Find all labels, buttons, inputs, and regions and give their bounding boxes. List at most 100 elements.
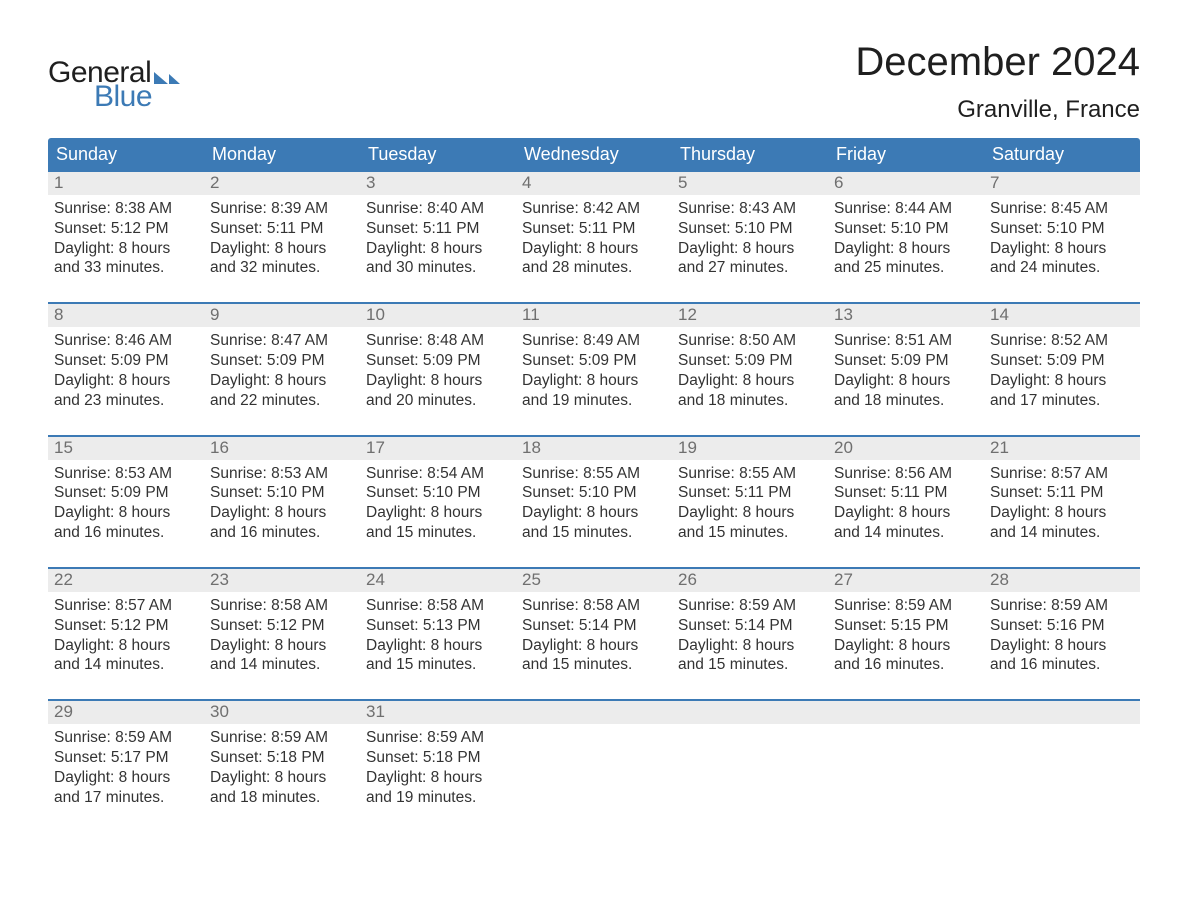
day-sunrise: Sunrise: 8:48 AM [366,331,510,351]
day-sunset: Sunset: 5:13 PM [366,616,510,636]
calendar-week: 15Sunrise: 8:53 AMSunset: 5:09 PMDayligh… [48,435,1140,549]
day-body: Sunrise: 8:45 AMSunset: 5:10 PMDaylight:… [984,195,1140,284]
dayhead-tuesday: Tuesday [360,138,516,172]
day-d1: Daylight: 8 hours [210,636,354,656]
day-d1: Daylight: 8 hours [366,636,510,656]
calendar-day: . [828,701,984,813]
day-d1: Daylight: 8 hours [678,503,822,523]
day-sunset: Sunset: 5:09 PM [678,351,822,371]
location: Granville, France [855,96,1140,124]
day-body: Sunrise: 8:40 AMSunset: 5:11 PMDaylight:… [360,195,516,284]
calendar-day: 1Sunrise: 8:38 AMSunset: 5:12 PMDaylight… [48,172,204,284]
day-d2: and 24 minutes. [990,258,1134,278]
day-sunrise: Sunrise: 8:53 AM [54,464,198,484]
day-number: 5 [672,172,828,195]
day-sunset: Sunset: 5:11 PM [366,219,510,239]
day-sunrise: Sunrise: 8:56 AM [834,464,978,484]
day-body: Sunrise: 8:43 AMSunset: 5:10 PMDaylight:… [672,195,828,284]
calendar-day: 13Sunrise: 8:51 AMSunset: 5:09 PMDayligh… [828,304,984,416]
day-d2: and 14 minutes. [990,523,1134,543]
day-d1: Daylight: 8 hours [522,636,666,656]
calendar-day: 4Sunrise: 8:42 AMSunset: 5:11 PMDaylight… [516,172,672,284]
day-sunrise: Sunrise: 8:50 AM [678,331,822,351]
day-d1: Daylight: 8 hours [366,768,510,788]
day-body: Sunrise: 8:59 AMSunset: 5:14 PMDaylight:… [672,592,828,681]
calendar-day: . [984,701,1140,813]
day-sunset: Sunset: 5:09 PM [210,351,354,371]
day-sunset: Sunset: 5:17 PM [54,748,198,768]
day-d2: and 15 minutes. [366,523,510,543]
day-d2: and 16 minutes. [834,655,978,675]
day-d2: and 15 minutes. [522,523,666,543]
calendar-day: 27Sunrise: 8:59 AMSunset: 5:15 PMDayligh… [828,569,984,681]
calendar: Sunday Monday Tuesday Wednesday Thursday… [48,138,1140,814]
day-sunset: Sunset: 5:10 PM [210,483,354,503]
day-number: 30 [204,701,360,724]
day-sunrise: Sunrise: 8:59 AM [990,596,1134,616]
day-number: 19 [672,437,828,460]
day-sunrise: Sunrise: 8:45 AM [990,199,1134,219]
dayhead-sunday: Sunday [48,138,204,172]
day-sunset: Sunset: 5:11 PM [210,219,354,239]
day-number: 3 [360,172,516,195]
day-d2: and 33 minutes. [54,258,198,278]
calendar-day: 30Sunrise: 8:59 AMSunset: 5:18 PMDayligh… [204,701,360,813]
day-number: 29 [48,701,204,724]
day-d2: and 17 minutes. [990,391,1134,411]
day-body: Sunrise: 8:47 AMSunset: 5:09 PMDaylight:… [204,327,360,416]
day-sunset: Sunset: 5:09 PM [54,351,198,371]
day-number: 7 [984,172,1140,195]
day-d1: Daylight: 8 hours [522,503,666,523]
day-number: 1 [48,172,204,195]
day-number: 23 [204,569,360,592]
day-sunset: Sunset: 5:11 PM [522,219,666,239]
day-body: Sunrise: 8:58 AMSunset: 5:13 PMDaylight:… [360,592,516,681]
day-sunset: Sunset: 5:12 PM [54,616,198,636]
day-d1: Daylight: 8 hours [834,239,978,259]
calendar-day: 16Sunrise: 8:53 AMSunset: 5:10 PMDayligh… [204,437,360,549]
day-d2: and 14 minutes. [210,655,354,675]
day-sunrise: Sunrise: 8:58 AM [366,596,510,616]
day-sunset: Sunset: 5:12 PM [54,219,198,239]
day-sunrise: Sunrise: 8:46 AM [54,331,198,351]
day-sunset: Sunset: 5:09 PM [834,351,978,371]
day-sunrise: Sunrise: 8:42 AM [522,199,666,219]
calendar-day: 7Sunrise: 8:45 AMSunset: 5:10 PMDaylight… [984,172,1140,284]
day-d2: and 20 minutes. [366,391,510,411]
calendar-day: 24Sunrise: 8:58 AMSunset: 5:13 PMDayligh… [360,569,516,681]
day-number: 28 [984,569,1140,592]
day-number: 22 [48,569,204,592]
day-sunset: Sunset: 5:11 PM [990,483,1134,503]
calendar-day: 15Sunrise: 8:53 AMSunset: 5:09 PMDayligh… [48,437,204,549]
day-number: 8 [48,304,204,327]
day-sunset: Sunset: 5:10 PM [990,219,1134,239]
day-d2: and 14 minutes. [54,655,198,675]
day-d1: Daylight: 8 hours [990,371,1134,391]
day-d2: and 22 minutes. [210,391,354,411]
day-d2: and 16 minutes. [210,523,354,543]
day-d2: and 16 minutes. [54,523,198,543]
day-d2: and 27 minutes. [678,258,822,278]
day-sunrise: Sunrise: 8:51 AM [834,331,978,351]
day-sunset: Sunset: 5:09 PM [366,351,510,371]
calendar-day: 22Sunrise: 8:57 AMSunset: 5:12 PMDayligh… [48,569,204,681]
day-number: 9 [204,304,360,327]
calendar-day: 5Sunrise: 8:43 AMSunset: 5:10 PMDaylight… [672,172,828,284]
calendar-day: 2Sunrise: 8:39 AMSunset: 5:11 PMDaylight… [204,172,360,284]
calendar-day: 10Sunrise: 8:48 AMSunset: 5:09 PMDayligh… [360,304,516,416]
day-d1: Daylight: 8 hours [678,239,822,259]
day-d1: Daylight: 8 hours [366,371,510,391]
day-number: 14 [984,304,1140,327]
day-sunrise: Sunrise: 8:38 AM [54,199,198,219]
day-number: 6 [828,172,984,195]
calendar-day: 9Sunrise: 8:47 AMSunset: 5:09 PMDaylight… [204,304,360,416]
day-d2: and 18 minutes. [678,391,822,411]
day-body: Sunrise: 8:44 AMSunset: 5:10 PMDaylight:… [828,195,984,284]
day-number: 20 [828,437,984,460]
day-sunset: Sunset: 5:10 PM [678,219,822,239]
day-body: Sunrise: 8:55 AMSunset: 5:10 PMDaylight:… [516,460,672,549]
day-sunset: Sunset: 5:18 PM [210,748,354,768]
day-number: 26 [672,569,828,592]
day-body: Sunrise: 8:56 AMSunset: 5:11 PMDaylight:… [828,460,984,549]
day-sunrise: Sunrise: 8:54 AM [366,464,510,484]
